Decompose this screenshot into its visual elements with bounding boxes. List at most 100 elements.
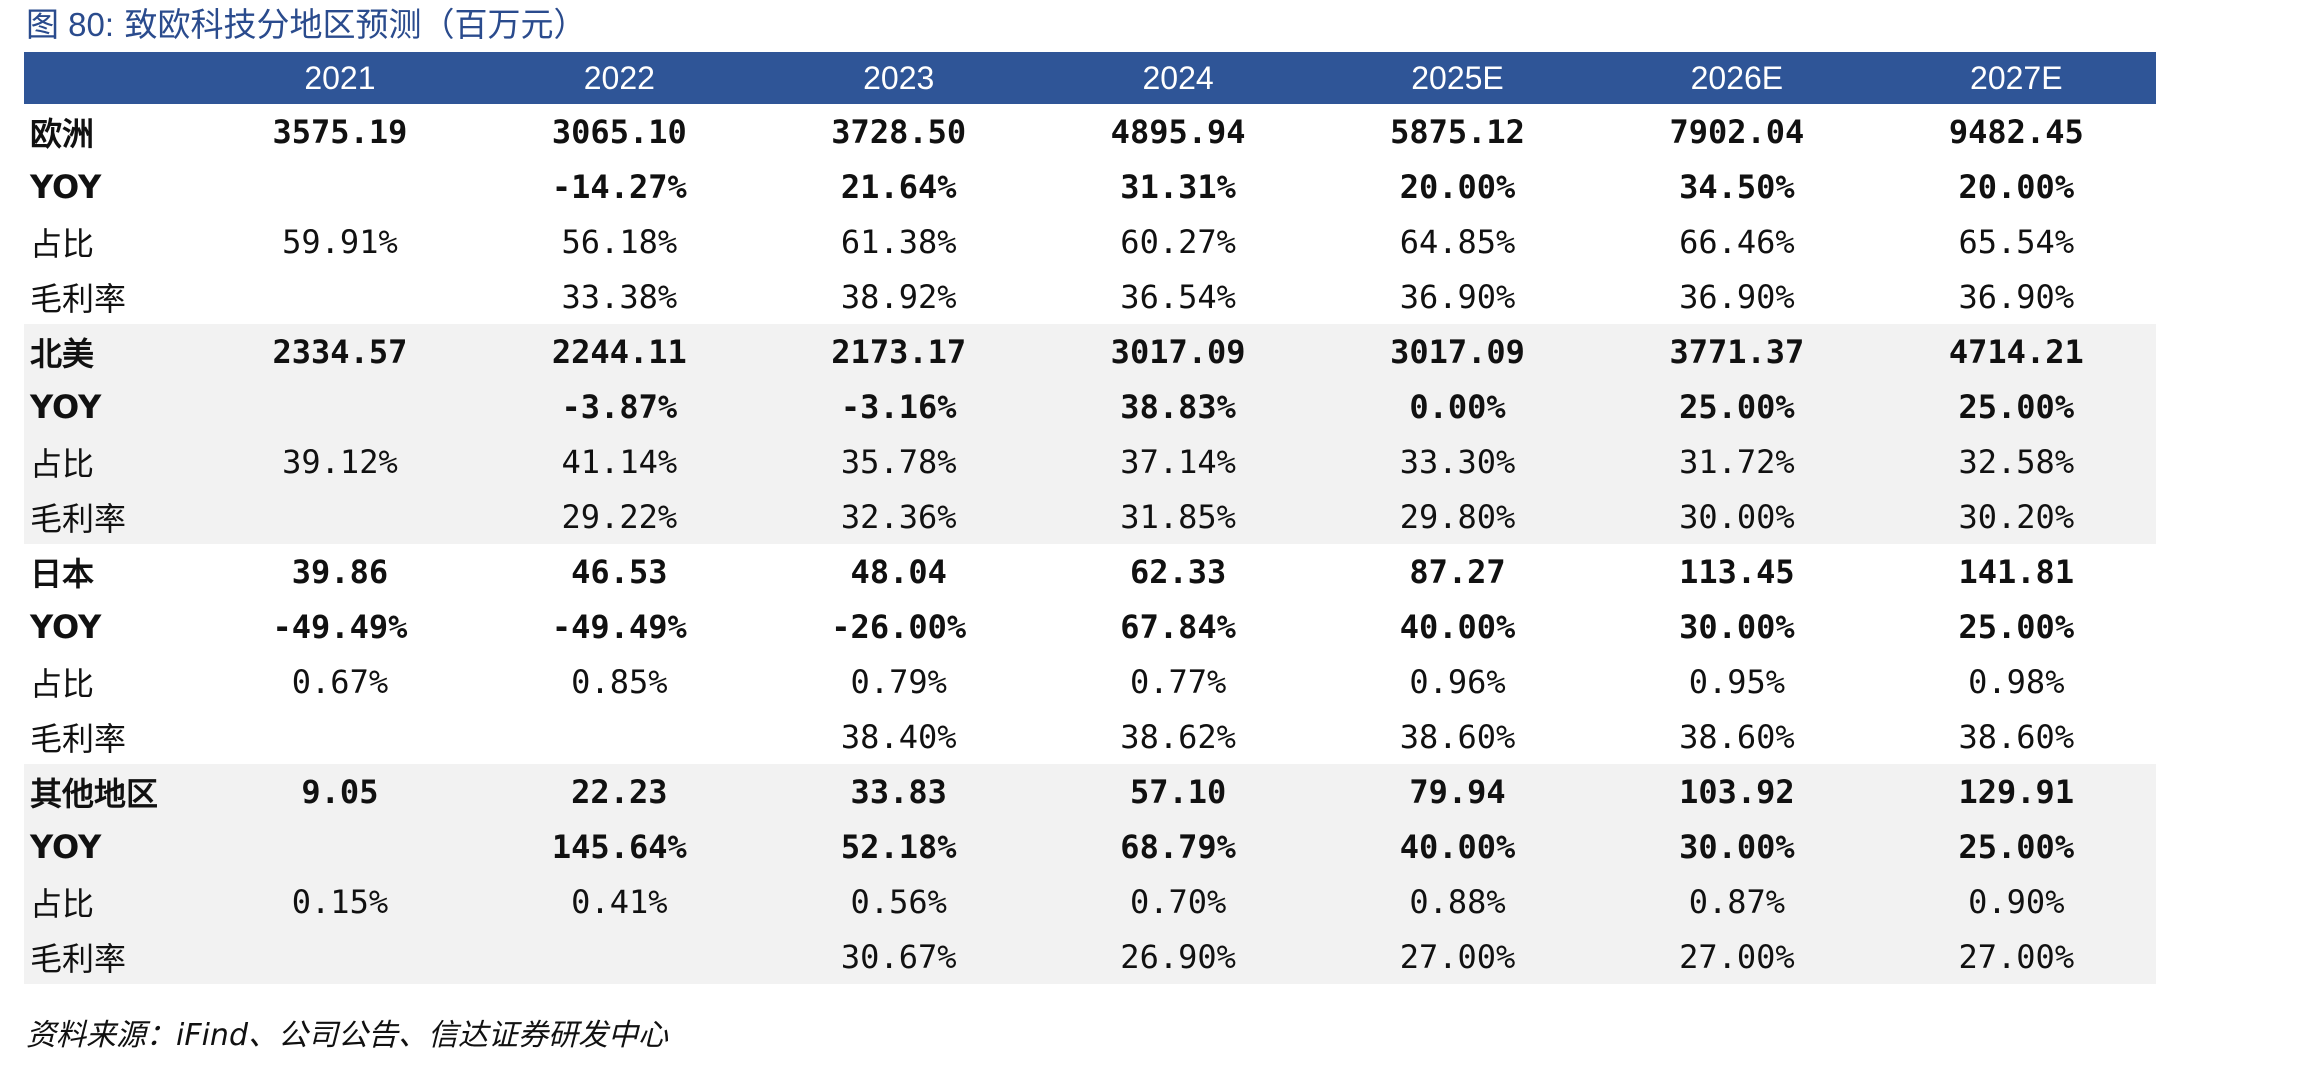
table-body: 欧洲 3575.19 3065.10 3728.50 4895.94 5875.12 790… bbox=[24, 104, 2156, 984]
column-header: 2023 bbox=[863, 59, 935, 96]
table-cell: 36.90% bbox=[1399, 277, 1516, 316]
column-header: 2027E bbox=[1970, 59, 2063, 96]
table-row: 占比 0.15% 0.41% 0.56% 0.70% 0.88% 0.87% 0.90% bbox=[24, 874, 2156, 929]
row-label: YOY bbox=[30, 607, 102, 646]
table-cell: 30.00% bbox=[1679, 607, 1795, 646]
table-row: 占比 59.91% 56.18% 61.38% 60.27% 64.85% 66.46% 65… bbox=[24, 214, 2156, 269]
table-cell: 87.27 bbox=[1409, 552, 1506, 591]
table-cell bbox=[200, 269, 479, 324]
table-cell: 31.85% bbox=[1120, 497, 1236, 536]
table-cell: 27.00% bbox=[1399, 937, 1516, 976]
table-cell bbox=[480, 929, 759, 984]
table-cell: 27.00% bbox=[1958, 937, 2075, 976]
column-header: 2026E bbox=[1690, 59, 1784, 96]
table-cell: 32.36% bbox=[840, 497, 957, 536]
table-cell: 34.50% bbox=[1679, 167, 1795, 206]
table-cell: 39.12% bbox=[282, 442, 398, 481]
table-header: 2021 2022 2023 2024 2025E 2026E 2027E bbox=[24, 52, 2156, 104]
table-cell: 0.70% bbox=[1129, 882, 1227, 921]
table-cell bbox=[200, 929, 479, 984]
table-row: 毛利率 29.22% 32.36% 31.85% 29.80% 30.00% 30.20% bbox=[24, 489, 2156, 544]
table-cell: 33.38% bbox=[561, 277, 678, 316]
row-label: 其他地区 bbox=[30, 774, 159, 813]
table-cell: 40.00% bbox=[1399, 827, 1516, 866]
table-cell: 29.80% bbox=[1399, 497, 1516, 536]
table-cell: 36.54% bbox=[1120, 277, 1236, 316]
figure-caption: 致欧科技分地区预测（百万元） bbox=[124, 5, 587, 44]
table-cell: 67.84% bbox=[1120, 607, 1236, 646]
table-cell bbox=[480, 709, 759, 764]
table-cell: 57.10 bbox=[1129, 772, 1227, 811]
header-row: 2021 2022 2023 2024 2025E 2026E 2027E bbox=[24, 52, 2156, 104]
table-cell: -3.16% bbox=[840, 387, 957, 426]
table-cell: 46.53 bbox=[571, 552, 668, 591]
table-cell: 0.67% bbox=[291, 662, 389, 701]
figure-number: 图 80: bbox=[26, 6, 115, 43]
table-row: 北美 2334.57 2244.11 2173.17 3017.09 3017.09 377… bbox=[24, 324, 2156, 379]
table-cell: 7902.04 bbox=[1669, 112, 1805, 151]
row-label: YOY bbox=[30, 827, 102, 866]
table-cell: 145.64% bbox=[551, 827, 687, 866]
table-cell: 9.05 bbox=[301, 772, 379, 811]
table-cell: 39.86 bbox=[291, 552, 389, 591]
table-cell: 0.41% bbox=[571, 882, 668, 921]
row-label: 占比 bbox=[30, 664, 95, 703]
table-row: 毛利率 33.38% 38.92% 36.54% 36.90% 36.90% 36.90% bbox=[24, 269, 2156, 324]
table-cell: 0.77% bbox=[1129, 662, 1227, 701]
table-cell: 31.72% bbox=[1679, 442, 1795, 481]
table-cell: 0.87% bbox=[1688, 882, 1786, 921]
table-cell: 3017.09 bbox=[1110, 332, 1246, 371]
table-cell: 33.83 bbox=[850, 772, 947, 811]
table-cell: 9482.45 bbox=[1948, 112, 2084, 151]
table-cell: 25.00% bbox=[1679, 387, 1795, 426]
table-cell: 3575.19 bbox=[272, 112, 408, 151]
row-label: 占比 bbox=[30, 224, 95, 263]
table-cell: 30.20% bbox=[1958, 497, 2075, 536]
row-label: 毛利率 bbox=[30, 279, 127, 318]
table-cell: 0.88% bbox=[1409, 882, 1506, 921]
table-cell: 0.00% bbox=[1409, 387, 1506, 426]
table-row: 毛利率 38.40% 38.62% 38.60% 38.60% 38.60% bbox=[24, 709, 2156, 764]
table-cell: 2173.17 bbox=[831, 332, 967, 371]
table-cell: 30.00% bbox=[1679, 497, 1795, 536]
table-cell: 38.60% bbox=[1399, 717, 1516, 756]
table-cell: -49.49% bbox=[551, 607, 687, 646]
column-header: 2021 bbox=[304, 59, 376, 96]
table-row: YOY 145.64% 52.18% 68.79% 40.00% 30.00% 25.00% bbox=[24, 819, 2156, 874]
table-cell: 38.92% bbox=[840, 277, 957, 316]
table-cell: 0.90% bbox=[1968, 882, 2065, 921]
table-cell: 20.00% bbox=[1399, 167, 1516, 206]
table-cell: 3065.10 bbox=[551, 112, 687, 151]
table-row: YOY -3.87% -3.16% 38.83% 0.00% 25.00% 25.00% bbox=[24, 379, 2156, 434]
table-cell: 0.85% bbox=[571, 662, 668, 701]
column-header: 2025E bbox=[1411, 59, 1504, 96]
table-cell: 22.23 bbox=[571, 772, 668, 811]
table-cell: 0.95% bbox=[1688, 662, 1786, 701]
table-cell: 61.38% bbox=[840, 222, 957, 261]
table-cell: 113.45 bbox=[1679, 552, 1795, 591]
table-cell bbox=[200, 159, 479, 214]
table-row: 其他地区 9.05 22.23 33.83 57.10 79.94 103.92 129.91 bbox=[24, 764, 2156, 819]
table-cell: 41.14% bbox=[561, 442, 678, 481]
table-row: YOY -49.49% -49.49% -26.00% 67.84% 40.00% 30.0… bbox=[24, 599, 2156, 654]
table-cell: 3771.37 bbox=[1669, 332, 1805, 371]
table-row: 欧洲 3575.19 3065.10 3728.50 4895.94 5875.12 790… bbox=[24, 104, 2156, 159]
table-cell: 103.92 bbox=[1679, 772, 1795, 811]
table-cell: 64.85% bbox=[1399, 222, 1516, 261]
table-cell: 2244.11 bbox=[551, 332, 687, 371]
table-cell: 3728.50 bbox=[831, 112, 967, 151]
table-cell: 25.00% bbox=[1958, 387, 2075, 426]
row-label: 欧洲 bbox=[30, 114, 95, 153]
table-cell: 129.91 bbox=[1958, 772, 2075, 811]
table-cell: 30.00% bbox=[1679, 827, 1795, 866]
column-header: 2024 bbox=[1142, 59, 1214, 96]
table-cell: 25.00% bbox=[1958, 827, 2075, 866]
table-cell: 59.91% bbox=[282, 222, 398, 261]
table-cell: 25.00% bbox=[1958, 607, 2075, 646]
table-cell: 3017.09 bbox=[1390, 332, 1525, 371]
table-row: YOY -14.27% 21.64% 31.31% 20.00% 34.50% 20.00% bbox=[24, 159, 2156, 214]
table-cell: -3.87% bbox=[561, 387, 678, 426]
table-cell: 27.00% bbox=[1679, 937, 1795, 976]
row-label: 毛利率 bbox=[30, 939, 127, 978]
column-header: 2022 bbox=[583, 59, 655, 96]
